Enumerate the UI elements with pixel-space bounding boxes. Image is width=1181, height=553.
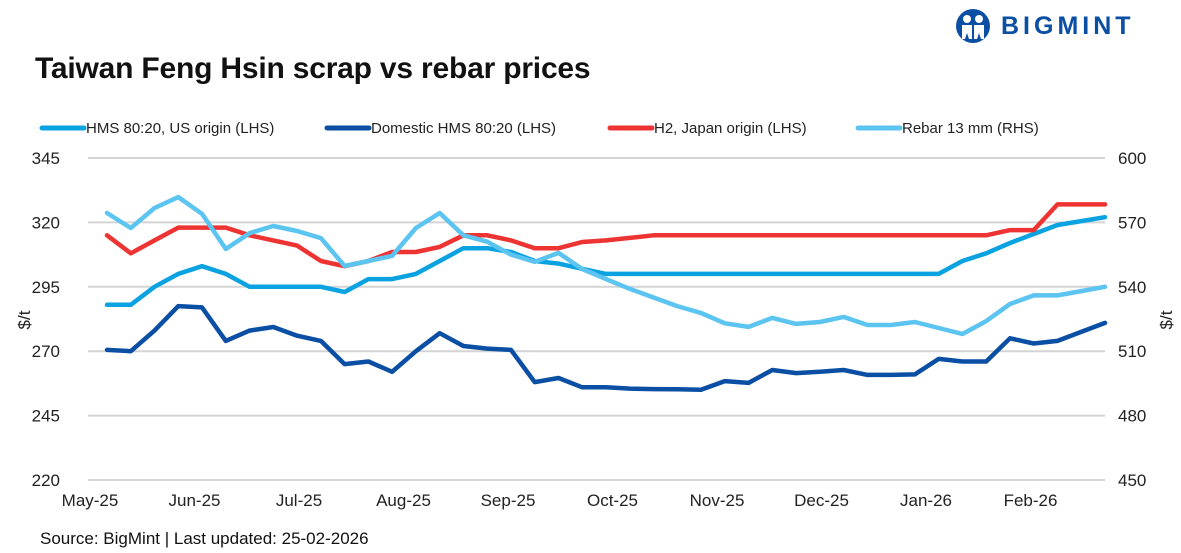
- series-line-2: [104, 202, 1108, 269]
- legend-label: Domestic HMS 80:20 (LHS): [371, 120, 556, 137]
- y-tick-left: 320: [32, 213, 60, 232]
- legend-label: H2, Japan origin (LHS): [654, 120, 807, 137]
- x-tick: Sep-25: [481, 491, 536, 510]
- x-tick: Feb-26: [1004, 491, 1058, 510]
- series-line-3: [104, 194, 1108, 337]
- legend-label: Rebar 13 mm (RHS): [902, 120, 1039, 137]
- x-tick: May-25: [62, 491, 119, 510]
- y-axis-label-right: $/t: [1157, 310, 1176, 329]
- legend-label: HMS 80:20, US origin (LHS): [86, 120, 274, 137]
- x-tick: Nov-25: [690, 491, 745, 510]
- y-tick-left: 345: [32, 149, 60, 168]
- y-tick-right: 600: [1118, 149, 1146, 168]
- logo-icon: [956, 9, 990, 43]
- x-tick: Oct-25: [587, 491, 638, 510]
- y-tick-left: 245: [32, 407, 60, 426]
- series-line-1: [104, 303, 1108, 393]
- y-tick-right: 540: [1118, 278, 1146, 297]
- x-tick: Jun-25: [169, 491, 221, 510]
- chart-title: Taiwan Feng Hsin scrap vs rebar prices: [35, 52, 591, 85]
- logo-text: BIGMINT: [1001, 11, 1135, 40]
- source-note: Source: BigMint | Last updated: 25-02-20…: [40, 529, 369, 548]
- x-tick: Jul-25: [276, 491, 322, 510]
- x-tick: Aug-25: [376, 491, 431, 510]
- y-tick-left: 220: [32, 471, 60, 490]
- x-tick: Jan-26: [900, 491, 952, 510]
- bigmint-logo: BIGMINT: [955, 8, 1135, 44]
- y-tick-right: 450: [1118, 471, 1146, 490]
- x-tick: Dec-25: [794, 491, 849, 510]
- series-line-0: [104, 214, 1108, 308]
- y-tick-right: 480: [1118, 407, 1146, 426]
- y-tick-right: 570: [1118, 213, 1146, 232]
- y-tick-left: 270: [32, 342, 60, 361]
- y-tick-right: 510: [1118, 342, 1146, 361]
- y-tick-left: 295: [32, 278, 60, 297]
- y-axis-label-left: $/t: [15, 310, 34, 329]
